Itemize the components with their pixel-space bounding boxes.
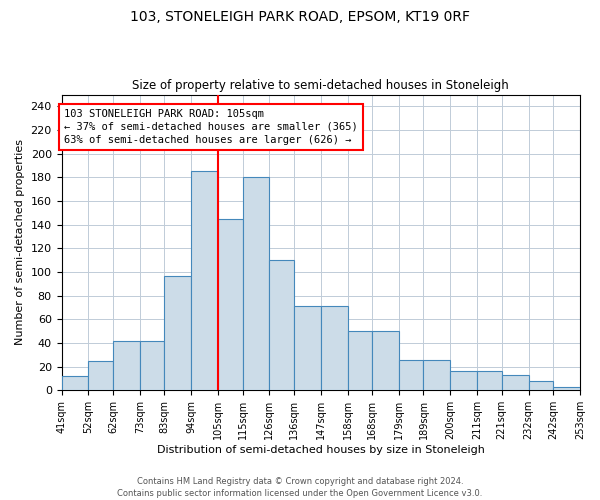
Bar — [191, 172, 218, 390]
Text: Contains HM Land Registry data © Crown copyright and database right 2024.
Contai: Contains HM Land Registry data © Crown c… — [118, 476, 482, 498]
Bar — [347, 331, 372, 390]
Bar — [529, 381, 553, 390]
Bar — [269, 260, 294, 390]
Bar — [553, 387, 580, 390]
Text: 103 STONELEIGH PARK ROAD: 105sqm
← 37% of semi-detached houses are smaller (365): 103 STONELEIGH PARK ROAD: 105sqm ← 37% o… — [64, 109, 358, 145]
Bar — [477, 372, 502, 390]
Bar — [502, 375, 529, 390]
Bar — [113, 340, 140, 390]
Bar — [372, 331, 399, 390]
Bar — [218, 219, 242, 390]
Bar — [399, 360, 424, 390]
Title: Size of property relative to semi-detached houses in Stoneleigh: Size of property relative to semi-detach… — [133, 79, 509, 92]
Bar — [424, 360, 451, 390]
X-axis label: Distribution of semi-detached houses by size in Stoneleigh: Distribution of semi-detached houses by … — [157, 445, 485, 455]
Bar — [88, 361, 113, 390]
Bar — [164, 276, 191, 390]
Bar — [321, 306, 347, 390]
Text: 103, STONELEIGH PARK ROAD, EPSOM, KT19 0RF: 103, STONELEIGH PARK ROAD, EPSOM, KT19 0… — [130, 10, 470, 24]
Bar — [294, 306, 321, 390]
Bar — [242, 178, 269, 390]
Y-axis label: Number of semi-detached properties: Number of semi-detached properties — [15, 140, 25, 346]
Bar — [140, 340, 164, 390]
Bar — [62, 376, 88, 390]
Bar — [580, 389, 600, 390]
Bar — [451, 372, 477, 390]
